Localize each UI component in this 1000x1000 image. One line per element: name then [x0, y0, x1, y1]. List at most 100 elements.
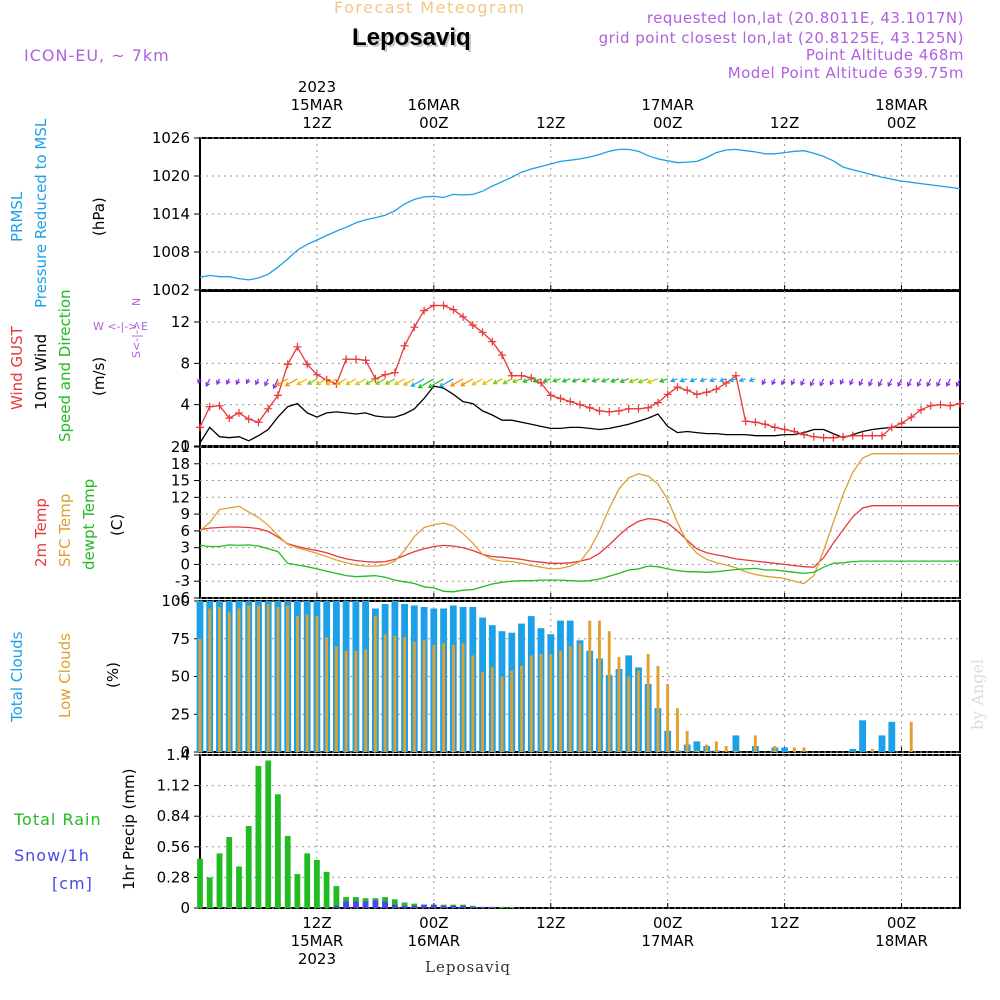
- wind-arrow-head: [410, 382, 416, 387]
- wind-arrow-head: [699, 377, 705, 383]
- wind-arrow-head: [492, 379, 498, 385]
- gust-point-marker: [722, 378, 731, 387]
- y-tick-label: 25: [171, 705, 190, 723]
- wind-arrow-head: [272, 384, 278, 390]
- bar-total-rain: [294, 874, 301, 908]
- bar-snow: [469, 906, 476, 908]
- bar-low-clouds: [247, 605, 251, 752]
- bar-low-clouds: [705, 744, 709, 752]
- wind-arrow: [638, 378, 649, 383]
- gust-point-marker: [829, 433, 838, 442]
- bar-total-clouds: [732, 735, 740, 752]
- gust-point-marker: [819, 433, 828, 442]
- y-tick-label: 1.4: [166, 746, 190, 764]
- bar-low-clouds: [773, 746, 777, 752]
- bar-low-clouds: [461, 643, 465, 752]
- wind-arrow-head: [839, 379, 845, 385]
- bar-snow: [333, 905, 340, 908]
- bar-low-clouds: [685, 730, 689, 752]
- top-year-label: 2023: [298, 78, 336, 96]
- bottom-time-label: 12Z: [770, 914, 799, 932]
- gust-point-marker: [683, 386, 692, 395]
- bar-low-clouds: [598, 620, 601, 752]
- bar-low-clouds: [578, 643, 582, 752]
- wind-arrow-head: [819, 381, 825, 387]
- wind-arrow-head: [375, 380, 381, 385]
- gust-point-marker: [634, 404, 643, 413]
- y-tick-label: 1002: [152, 281, 190, 299]
- gust-point-marker: [663, 390, 672, 399]
- bar-low-clouds: [471, 655, 475, 752]
- gust-point-marker: [537, 378, 546, 387]
- top-time-label: 00Z: [887, 114, 916, 132]
- wind-arrow-head: [296, 380, 302, 386]
- y-tick-label: -3: [175, 572, 190, 590]
- wind-arrow: [307, 378, 318, 385]
- top-time-label: 12Z: [536, 114, 565, 132]
- wind-arrow: [956, 378, 961, 387]
- wind-arrow-head: [460, 381, 466, 387]
- wind-arrow: [326, 378, 337, 386]
- wind-arrow-head: [354, 380, 360, 386]
- bar-low-clouds: [383, 634, 387, 752]
- wind-arrow-head: [679, 377, 685, 383]
- bar-snow: [479, 906, 486, 908]
- wind-arrow-head: [728, 377, 735, 383]
- wind-arrow-head: [936, 381, 941, 388]
- bar-snow: [362, 901, 369, 908]
- bottom-time-label: 00Z: [419, 914, 448, 932]
- bottom-time-label: 17MAR: [641, 932, 694, 950]
- bar-low-clouds: [305, 614, 309, 752]
- y-tick-label: 50: [171, 668, 190, 686]
- wind-arrow-head: [637, 378, 643, 384]
- bar-snow: [440, 905, 447, 908]
- wind-arrow-head: [600, 378, 607, 383]
- gust-point-marker: [868, 431, 877, 440]
- wind-arrow-head: [264, 381, 269, 387]
- gust-point-marker: [234, 408, 243, 417]
- wind-arrow: [868, 378, 873, 386]
- bar-low-clouds: [296, 616, 299, 752]
- wind-arrow-head: [502, 379, 508, 385]
- bar-total-rain: [206, 877, 213, 908]
- wind-arrow-head: [887, 381, 893, 388]
- bar-low-clouds: [568, 646, 572, 752]
- wind-arrow: [285, 378, 298, 387]
- bar-low-clouds: [481, 672, 484, 752]
- bar-low-clouds: [588, 620, 592, 752]
- bar-low-clouds: [666, 684, 670, 752]
- panel-frame: [199, 446, 961, 599]
- bar-low-clouds: [208, 608, 212, 752]
- label-speed-direction: Speed and Direction: [56, 289, 74, 442]
- bar-low-clouds: [403, 637, 407, 752]
- wind-arrow-head: [345, 380, 351, 385]
- gust-point-marker: [653, 398, 662, 407]
- wind-arrow: [878, 378, 883, 387]
- gust-point-marker: [936, 400, 945, 409]
- y-tick-label: 15: [171, 472, 190, 490]
- wind-arrow-head: [522, 378, 528, 384]
- gust-point-marker: [342, 355, 351, 364]
- bottom-time-label: 2023: [298, 950, 336, 968]
- bar-low-clouds: [266, 604, 270, 752]
- y-tick-label: 100: [161, 592, 190, 610]
- wind-arrow-head: [790, 380, 796, 386]
- gust-point-marker: [878, 431, 887, 440]
- chart-subtitle: Forecast Meteogram: [334, 0, 526, 17]
- gust-point-marker: [624, 404, 633, 413]
- gust-point-marker: [917, 405, 926, 414]
- gust-point-marker: [390, 368, 399, 377]
- gust-point-marker: [468, 321, 477, 330]
- wind-arrow-head: [868, 381, 873, 387]
- wind-arrow: [611, 378, 620, 383]
- wind-arrow-head: [335, 380, 341, 386]
- gust-point-marker: [644, 403, 653, 412]
- wind-arrow: [582, 378, 590, 383]
- wind-arrow: [316, 378, 327, 385]
- y-tick-label: 4: [180, 396, 190, 414]
- bar-total-rain: [284, 835, 291, 908]
- wind-arrow-head: [254, 380, 260, 386]
- wind-arrow-head: [771, 380, 777, 386]
- compass-s: S<-|->: [130, 320, 143, 358]
- wind-arrow-head: [532, 378, 538, 383]
